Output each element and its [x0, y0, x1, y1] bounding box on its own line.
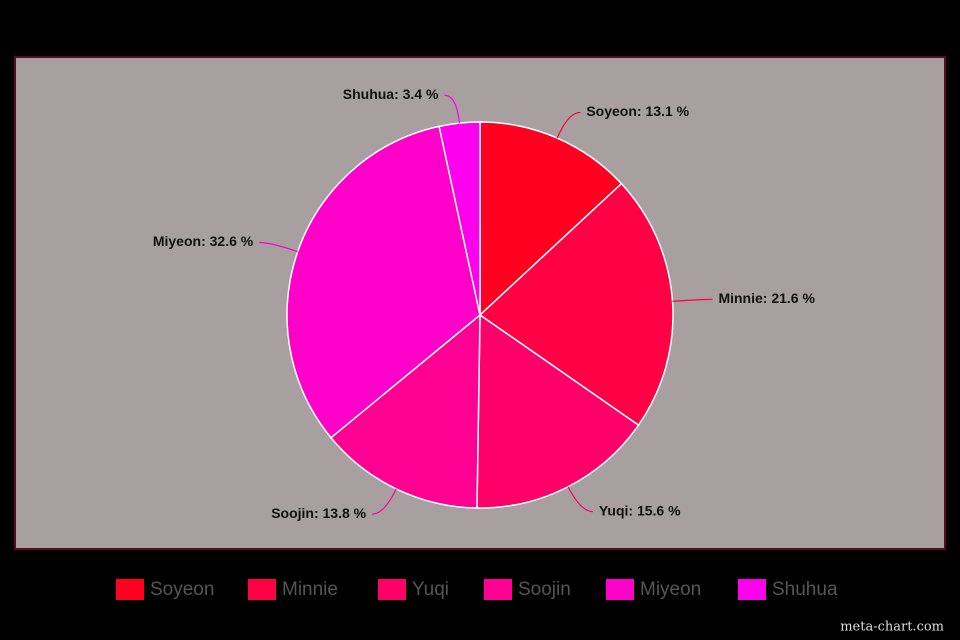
watermark: meta-chart.com — [840, 620, 944, 635]
legend-swatch — [116, 579, 144, 600]
legend-label: Shuhua — [772, 579, 838, 600]
leader-line — [556, 111, 581, 139]
data-label: Soyeon: 13.1 % — [586, 103, 689, 119]
pie-slice — [438, 121, 481, 316]
data-label: Miyeon: 32.6 % — [153, 233, 254, 249]
leader-line — [567, 486, 593, 513]
data-label: Minnie: 21.6 % — [718, 290, 815, 306]
legend-swatch — [248, 579, 276, 600]
data-label: Soojin: 13.8 % — [271, 505, 366, 521]
leader-line — [672, 298, 713, 302]
legend-label: Soojin — [518, 579, 571, 600]
legend-label: Miyeon — [640, 579, 701, 600]
legend-swatch — [378, 579, 406, 600]
legend-label: Yuqi — [412, 579, 449, 600]
data-label: Shuhua: 3.4 % — [343, 86, 439, 102]
pie-slice — [476, 313, 640, 509]
leader-line — [444, 94, 461, 124]
legend-label: Soyeon — [150, 579, 214, 600]
legend-swatch — [738, 579, 766, 600]
legend-swatch — [484, 579, 512, 600]
leader-line — [259, 241, 298, 253]
legend-swatch — [606, 579, 634, 600]
pie-slice — [479, 121, 623, 317]
pie-slice — [478, 182, 674, 427]
data-label: Yuqi: 15.6 % — [599, 502, 681, 518]
leader-line — [372, 488, 397, 515]
legend-label: Minnie — [282, 579, 338, 600]
pie-slice — [286, 125, 481, 439]
pie-slice — [329, 313, 481, 509]
